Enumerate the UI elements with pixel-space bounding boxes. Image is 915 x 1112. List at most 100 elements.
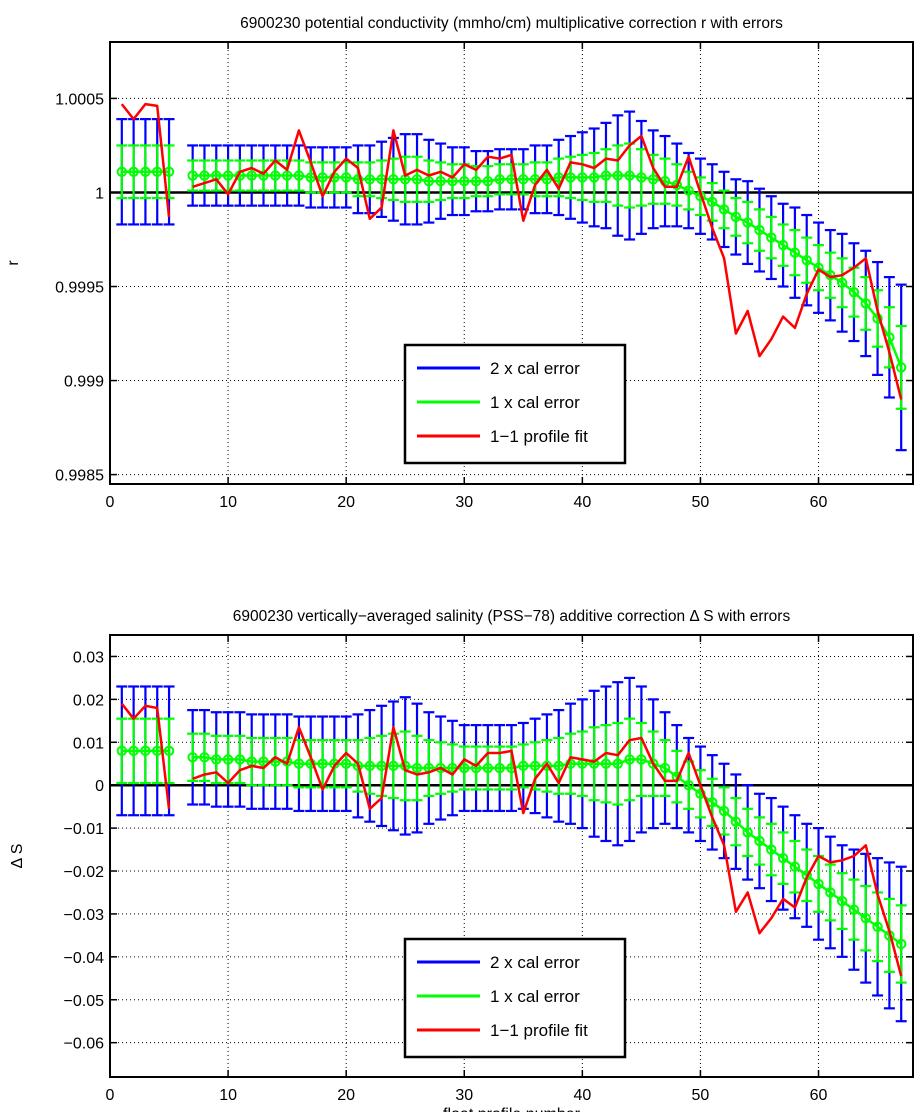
mean-correction-point bbox=[293, 170, 305, 181]
mean-correction-point bbox=[258, 170, 269, 181]
mean-correction-point bbox=[518, 760, 529, 772]
mean-correction-point bbox=[411, 174, 423, 185]
mean-correction-point bbox=[718, 204, 730, 215]
mean-correction-point bbox=[234, 754, 246, 765]
mean-correction-point bbox=[848, 904, 860, 915]
mean-correction-point bbox=[836, 277, 848, 288]
y-tick-label: 1.0005 bbox=[55, 91, 104, 108]
mean-correction-point bbox=[140, 166, 151, 177]
y-tick-label: 0.02 bbox=[73, 692, 104, 709]
mean-correction-point bbox=[648, 174, 659, 185]
axes-frame bbox=[109, 634, 914, 1078]
legend-label: 1 x cal error bbox=[490, 393, 580, 412]
mean-correction-point bbox=[730, 211, 742, 223]
mean-correction-point bbox=[364, 174, 375, 185]
mean-correction-point bbox=[636, 172, 647, 183]
mean-correction-point bbox=[860, 298, 871, 309]
y-tick-label: 0.9995 bbox=[55, 280, 104, 297]
mean-correction-point bbox=[836, 895, 848, 907]
chart-2: 0 10 20 30 40 50 60 −0.06 −0.05 −0.04 −0.03 −0.02 −0… bbox=[9, 608, 914, 1112]
x-tick-label: 20 bbox=[337, 494, 355, 511]
mean-correction-point bbox=[541, 760, 553, 772]
mean-correction-point bbox=[518, 174, 529, 185]
mean-correction-point bbox=[577, 172, 588, 183]
mean-correction-point bbox=[199, 752, 210, 763]
mean-correction-point bbox=[754, 835, 765, 847]
x-tick-label: 40 bbox=[573, 494, 591, 511]
mean-correction-point bbox=[459, 175, 470, 187]
mean-correction-point bbox=[789, 861, 801, 872]
mean-correction-point bbox=[801, 254, 812, 266]
mean-correction-point bbox=[648, 758, 659, 769]
y-tick-label: −0.06 bbox=[64, 1036, 105, 1053]
mean-correction-point bbox=[659, 762, 671, 774]
mean-correction-point bbox=[730, 816, 742, 827]
y-tick-label: 0.01 bbox=[73, 735, 104, 752]
y-axis-label: Δ S bbox=[9, 844, 26, 869]
mean-correction-point bbox=[340, 758, 352, 769]
mean-correction-point bbox=[470, 175, 482, 187]
x-tick-label: 50 bbox=[692, 1087, 710, 1104]
y-tick-label: 0.03 bbox=[73, 649, 104, 666]
mean-correction-point bbox=[848, 286, 860, 298]
mean-correction-point bbox=[423, 175, 435, 187]
mean-correction-point bbox=[588, 172, 600, 183]
mean-correction-point bbox=[281, 170, 293, 181]
x-tick-label: 60 bbox=[810, 494, 828, 511]
mean-correction-point bbox=[671, 179, 683, 191]
mean-correction-point bbox=[777, 852, 789, 864]
legend: 2 x cal error 1 x cal error 1−1 profile fi… bbox=[403, 937, 627, 1059]
mean-correction-point bbox=[317, 758, 328, 769]
y-tick-label: 0 bbox=[95, 778, 104, 795]
mean-correction-point bbox=[754, 224, 765, 236]
mean-correction-point bbox=[340, 172, 352, 183]
mean-correction-point bbox=[187, 752, 198, 763]
mean-correction-point bbox=[813, 878, 824, 890]
mean-correction-point bbox=[293, 758, 305, 769]
x-tick-label: 20 bbox=[337, 1087, 355, 1104]
y-tick-label: −0.02 bbox=[64, 864, 105, 881]
mean-correction-point bbox=[199, 170, 210, 181]
mean-correction-point bbox=[222, 754, 234, 765]
legend-label: 2 x cal error bbox=[490, 359, 580, 378]
legend-label: 1−1 profile fit bbox=[490, 1021, 588, 1040]
mean-correction-point bbox=[624, 170, 635, 181]
mean-correction-point bbox=[825, 887, 836, 898]
mean-correction-point bbox=[588, 758, 600, 769]
mean-correction-point bbox=[246, 170, 257, 181]
mean-correction-point bbox=[494, 762, 505, 774]
mean-correction-point bbox=[270, 170, 281, 181]
mean-correction-point bbox=[411, 762, 423, 774]
mean-correction-point bbox=[364, 760, 375, 772]
x-tick-label: 40 bbox=[573, 1087, 591, 1104]
y-tick-label: −0.04 bbox=[64, 950, 105, 967]
mean-correction-point bbox=[553, 760, 564, 772]
mean-correction-point bbox=[494, 174, 505, 185]
mean-correction-point bbox=[435, 175, 446, 187]
legend-label: 2 x cal error bbox=[490, 953, 580, 972]
y-tick-label: −0.03 bbox=[64, 907, 105, 924]
x-tick-label: 30 bbox=[455, 494, 473, 511]
mean-correction-point bbox=[683, 185, 694, 196]
chart-title: 6900230 potential conductivity (mmho/cm)… bbox=[240, 15, 783, 32]
mean-correction-point bbox=[789, 247, 801, 258]
x-tick-label: 60 bbox=[810, 1087, 828, 1104]
x-tick-label: 10 bbox=[219, 494, 237, 511]
axes-frame bbox=[109, 41, 914, 485]
y-tick-label: 1 bbox=[95, 185, 104, 202]
x-tick-label: 10 bbox=[219, 1087, 237, 1104]
mean-correction-point bbox=[352, 760, 364, 772]
mean-correction-point bbox=[116, 745, 128, 757]
mean-correction-point bbox=[459, 762, 470, 774]
x-tick-label: 30 bbox=[455, 1087, 473, 1104]
mean-correction-point bbox=[600, 758, 612, 769]
mean-correction-point bbox=[152, 166, 163, 177]
y-tick-label: 0.999 bbox=[64, 374, 104, 391]
mean-correction-point bbox=[860, 913, 871, 924]
mean-correction-point bbox=[683, 779, 694, 791]
mean-correction-point bbox=[482, 762, 494, 774]
mean-correction-point bbox=[636, 754, 647, 765]
mean-correction-point bbox=[742, 827, 753, 838]
mean-correction-point bbox=[742, 217, 753, 228]
